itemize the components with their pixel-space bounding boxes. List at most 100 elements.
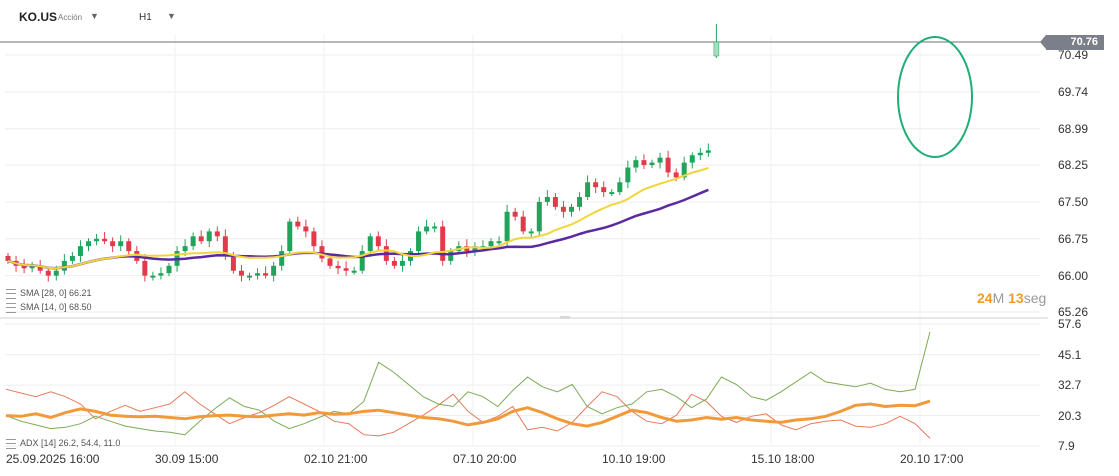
candle-body bbox=[681, 162, 687, 178]
candle-body bbox=[520, 216, 526, 232]
candle-body bbox=[158, 273, 164, 276]
candle-body bbox=[416, 231, 422, 252]
candle-body bbox=[287, 221, 293, 252]
timeframe-dropdown-icon[interactable]: ▼ bbox=[167, 11, 176, 21]
time-axis-label: 20.10 17:00 bbox=[900, 452, 964, 466]
candle-body bbox=[238, 270, 244, 276]
timeframe-selector[interactable]: H1 bbox=[139, 12, 152, 23]
candle-body bbox=[569, 206, 574, 212]
candle-body bbox=[633, 160, 639, 168]
candle-body bbox=[504, 211, 510, 242]
time-axis-label: 25.09.2025 16:00 bbox=[6, 452, 100, 466]
candle-body bbox=[601, 187, 607, 193]
legend-adx-label: ADX [14] 26.2, 54.4, 11.0 bbox=[20, 438, 121, 448]
candle-body bbox=[649, 162, 655, 166]
candle-body bbox=[544, 197, 550, 202]
time-axis-label: 10.10 19:00 bbox=[602, 452, 666, 466]
candle-body bbox=[118, 241, 124, 247]
legend-sma28-label: SMA [28, 0] 66.21 bbox=[20, 288, 92, 298]
candle-body bbox=[609, 192, 615, 195]
candle-body bbox=[45, 270, 51, 276]
candle-body bbox=[552, 197, 558, 207]
candle-body bbox=[190, 236, 196, 247]
candle-body bbox=[311, 231, 317, 247]
candle-countdown: 24M 13seg bbox=[977, 290, 1046, 306]
highlight-ellipse bbox=[897, 36, 973, 158]
candle-body bbox=[5, 255, 11, 261]
price-axis-label: 68.99 bbox=[1058, 121, 1089, 136]
candle-body bbox=[166, 265, 172, 274]
legend-sma14[interactable]: SMA [14, 0] 68.50 bbox=[6, 302, 92, 313]
candle-body bbox=[367, 236, 373, 252]
candle-body bbox=[29, 265, 35, 269]
candle-body bbox=[577, 197, 583, 207]
candle-body bbox=[512, 211, 518, 217]
candle-body bbox=[585, 182, 591, 198]
price-axis-label: 65.26 bbox=[1058, 305, 1089, 319]
indicator-axis-label: 20.3 bbox=[1058, 408, 1082, 423]
candle-body bbox=[528, 231, 534, 234]
menu-icon[interactable] bbox=[6, 438, 16, 449]
legend-adx[interactable]: ADX [14] 26.2, 54.4, 11.0 bbox=[6, 438, 120, 449]
candle-body bbox=[713, 41, 720, 57]
price-axis-label: 66.75 bbox=[1058, 231, 1089, 246]
candle-body bbox=[110, 241, 116, 247]
candle-body bbox=[440, 226, 446, 261]
menu-icon[interactable] bbox=[6, 302, 16, 313]
candle-body bbox=[319, 246, 325, 259]
time-axis-label: 02.10 21:00 bbox=[304, 452, 368, 466]
candle-body bbox=[94, 238, 100, 242]
symbol-dropdown-icon[interactable]: ▼ bbox=[90, 11, 99, 21]
sma14-line bbox=[7, 166, 709, 270]
indicator-axis-label: 57.6 bbox=[1058, 317, 1082, 331]
symbol-name[interactable]: KO.US bbox=[19, 10, 58, 24]
candle-body bbox=[448, 251, 454, 261]
candle-body bbox=[343, 268, 349, 271]
symbol-type: Acción bbox=[58, 13, 83, 22]
candle-body bbox=[53, 270, 59, 276]
candle-body bbox=[496, 241, 502, 244]
candle-body bbox=[255, 273, 261, 276]
candle-body bbox=[69, 255, 75, 261]
countdown-minutes: 24 bbox=[977, 290, 993, 306]
candle-body bbox=[673, 172, 679, 178]
candle-body bbox=[303, 226, 309, 232]
menu-icon[interactable] bbox=[6, 288, 16, 299]
time-axis-label: 30.09 15:00 bbox=[155, 452, 219, 466]
price-axis-label: 69.74 bbox=[1058, 84, 1089, 99]
countdown-seconds-unit: seg bbox=[1023, 290, 1047, 306]
candle-body bbox=[697, 152, 703, 156]
candle-body bbox=[351, 270, 357, 273]
indicator-axis-label: 7.9 bbox=[1058, 439, 1075, 453]
di-plus-line bbox=[5, 331, 931, 436]
candle-body bbox=[295, 221, 301, 227]
candle-body bbox=[391, 260, 397, 266]
candle-body bbox=[560, 206, 566, 212]
candle-body bbox=[689, 155, 695, 163]
candle-body bbox=[641, 160, 647, 166]
candle-body bbox=[142, 260, 148, 276]
candle-body bbox=[335, 265, 341, 269]
candle-body bbox=[182, 246, 188, 252]
candle-body bbox=[230, 255, 236, 271]
candle-body bbox=[247, 275, 252, 278]
legend-sma28[interactable]: SMA [28, 0] 66.21 bbox=[6, 288, 92, 299]
toolbar: KO.US Acción ▼ H1 ▼ bbox=[0, 0, 1040, 34]
candle-body bbox=[214, 231, 220, 237]
candle-body bbox=[150, 275, 156, 278]
indicator-axis-label: 32.7 bbox=[1058, 378, 1082, 393]
candle-body bbox=[126, 241, 132, 252]
candle-body bbox=[206, 231, 212, 242]
candle-body bbox=[37, 265, 43, 271]
pane-resize-handle bbox=[560, 316, 570, 319]
candle-body bbox=[625, 167, 631, 183]
candle-body bbox=[472, 246, 478, 252]
candle-body bbox=[432, 226, 438, 229]
candle-body bbox=[359, 251, 365, 271]
candle-body bbox=[102, 238, 108, 242]
candle-body bbox=[665, 157, 671, 173]
candle-body bbox=[657, 157, 663, 163]
candle-body bbox=[617, 182, 623, 193]
adx-line bbox=[5, 399, 931, 428]
